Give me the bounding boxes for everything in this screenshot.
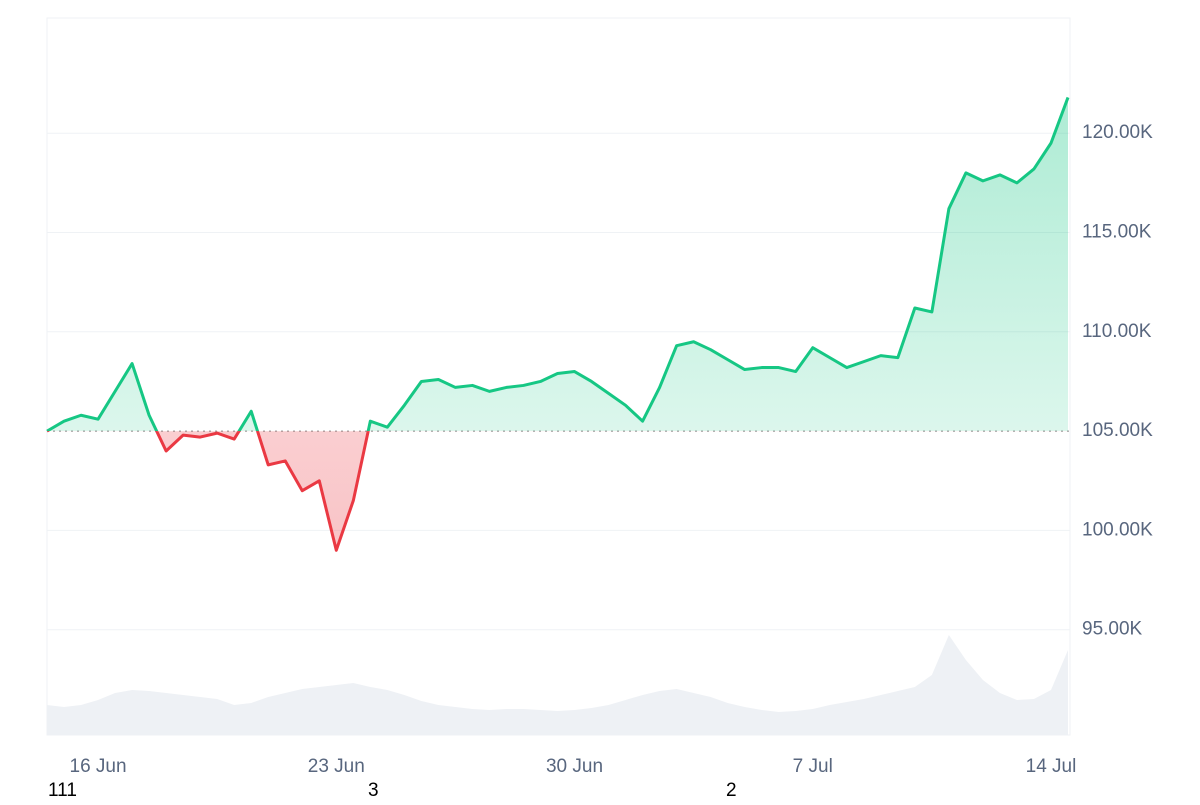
y-tick-label: 105.00K <box>1082 420 1153 441</box>
x-tick-label: 30 Jun <box>546 756 603 777</box>
y-tick-label: 95.00K <box>1082 619 1143 640</box>
annotation: 3 <box>368 780 379 800</box>
y-tick-label: 115.00K <box>1082 222 1152 243</box>
x-tick-label: 7 Jul <box>793 756 833 777</box>
x-tick-label: 23 Jun <box>308 756 365 777</box>
volume-area <box>47 635 1068 735</box>
annotation: 2 <box>726 780 737 800</box>
y-tick-label: 100.00K <box>1082 519 1153 540</box>
price-line-up <box>46 96 1070 432</box>
y-tick-label: 110.00K <box>1082 321 1152 342</box>
y-tick-label: 120.00K <box>1082 122 1153 143</box>
annotation: 111 <box>48 780 77 800</box>
x-tick-label: 14 Jul <box>1026 756 1077 777</box>
area-above <box>47 97 1068 432</box>
x-tick-label: 16 Jun <box>70 756 127 777</box>
area-below <box>156 431 369 551</box>
price-line-down <box>47 431 370 552</box>
